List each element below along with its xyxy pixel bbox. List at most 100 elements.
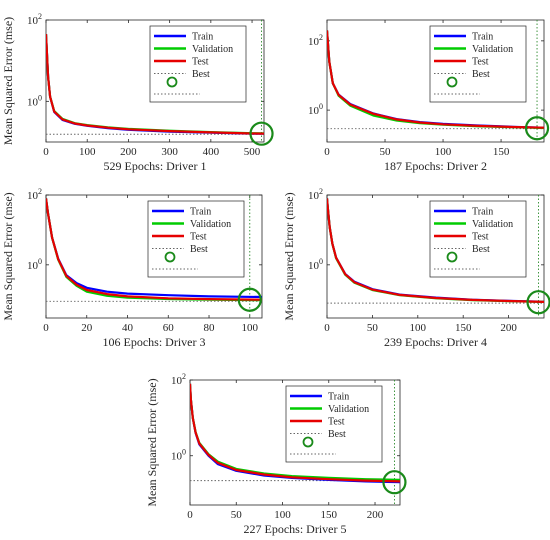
legend-label-train: Train [328, 392, 349, 403]
x-tick-label: 100 [79, 146, 96, 158]
y-axis-label: Mean Squared Error (mse) [1, 192, 15, 320]
legend-label-validation: Validation [190, 219, 231, 230]
x-tick-label: 60 [163, 322, 175, 334]
mse-chart-2: 0 50 100 150 100 102 187 Epochs: Driver 2 Train… [308, 19, 550, 173]
x-tick-label: 150 [493, 146, 510, 158]
mse-chart-4: 0 50 100 150 200 100 102 239 Epochs: Driver 4 Me… [282, 187, 550, 349]
x-axis-label: 227 Epochs: Driver 5 [244, 522, 347, 536]
x-tick-label: 0 [187, 509, 193, 521]
y-tick-label: 102 [27, 12, 42, 27]
x-tick-label: 500 [244, 146, 261, 158]
y-tick-label: 102 [308, 33, 323, 48]
best-marker-circle [382, 470, 407, 495]
curves [327, 20, 544, 142]
x-tick-label: 100 [274, 509, 291, 521]
x-tick-label: 100 [242, 322, 259, 334]
curves [327, 195, 544, 318]
x-tick-label: 100 [435, 146, 452, 158]
legend-label-train: Train [192, 32, 213, 43]
x-tick-label: 200 [500, 322, 517, 334]
legend-label-best: Best [472, 69, 490, 80]
series-line-test [190, 383, 400, 483]
x-axis-label: 239 Epochs: Driver 4 [384, 335, 487, 349]
legend-label-best: Best [472, 244, 490, 255]
x-tick-label: 150 [455, 322, 472, 334]
y-axis-label: Mean Squared Error (mse) [1, 17, 15, 145]
y-tick-label: 102 [171, 372, 186, 387]
legend-best-marker-icon [446, 76, 458, 88]
best-marker-circle [524, 116, 550, 141]
legend-label-validation: Validation [472, 219, 513, 230]
best-marker-circle [237, 287, 262, 312]
legend-label-train: Train [472, 32, 493, 43]
mse-chart-5: 0 50 100 150 200 100 102 227 Epochs: Driver 5 Me… [145, 372, 407, 536]
best-marker-circle [249, 121, 274, 146]
legend-best-marker-icon [446, 251, 458, 263]
curves [46, 195, 262, 318]
y-tick-label: 102 [27, 187, 42, 202]
mse-chart-1: 0 100 200 300 400 500 100 102 529 Epochs: Driver… [1, 12, 274, 173]
x-tick-label: 200 [367, 509, 384, 521]
series-line-test [327, 30, 544, 129]
y-tick-label: 100 [308, 102, 323, 117]
x-tick-label: 40 [122, 322, 134, 334]
x-tick-label: 80 [204, 322, 216, 334]
series-line-test [46, 34, 264, 135]
legend-label-train: Train [472, 207, 493, 218]
curves [46, 20, 264, 142]
x-axis-label: 529 Epochs: Driver 1 [104, 159, 207, 173]
legend-label-test: Test [328, 417, 345, 428]
legend-label-test: Test [472, 57, 489, 68]
y-axis-label: Mean Squared Error (mse) [282, 192, 296, 320]
x-tick-label: 20 [81, 322, 93, 334]
legend-label-best: Best [192, 69, 210, 80]
x-tick-label: 50 [380, 146, 392, 158]
x-axis-label: 187 Epochs: Driver 2 [384, 159, 487, 173]
x-tick-label: 300 [161, 146, 178, 158]
legend-best-marker-icon [164, 251, 176, 263]
legend-label-train: Train [190, 207, 211, 218]
curves [190, 380, 400, 505]
x-tick-label: 0 [324, 322, 330, 334]
mse-chart-3: 0 20 40 60 80 100 100 102 106 Epochs: Driver 3 Me… [1, 187, 263, 349]
legend-label-validation: Validation [328, 404, 369, 415]
legend-box [147, 200, 245, 278]
legend-label-validation: Validation [192, 44, 233, 55]
series-line-test [327, 198, 544, 303]
x-tick-label: 100 [410, 322, 427, 334]
series-line-test [46, 198, 262, 301]
x-tick-label: 150 [321, 509, 338, 521]
legend-label-best: Best [190, 244, 208, 255]
y-tick-label: 102 [308, 187, 323, 202]
legend-box [429, 200, 527, 278]
y-axis-label: Mean Squared Error (mse) [145, 378, 159, 506]
legend-label-test: Test [190, 232, 207, 243]
y-tick-label: 100 [308, 257, 323, 272]
legend-label-validation: Validation [472, 44, 513, 55]
legend-box [149, 25, 247, 103]
x-tick-label: 0 [43, 322, 49, 334]
x-tick-label: 200 [120, 146, 137, 158]
legend-box [285, 385, 383, 463]
x-tick-label: 50 [231, 509, 243, 521]
x-tick-label: 400 [203, 146, 220, 158]
legend-label-test: Test [472, 232, 489, 243]
legend-label-test: Test [192, 57, 209, 68]
y-tick-label: 100 [27, 257, 42, 272]
legend-label-best: Best [328, 429, 346, 440]
legend-best-marker-icon [166, 76, 178, 88]
x-axis-label: 106 Epochs: Driver 3 [103, 335, 206, 349]
x-tick-label: 50 [367, 322, 379, 334]
legend-box [429, 25, 527, 103]
y-tick-label: 100 [171, 448, 186, 463]
x-tick-label: 0 [324, 146, 330, 158]
legend-best-marker-icon [302, 436, 314, 448]
y-tick-label: 100 [27, 93, 42, 108]
x-tick-label: 0 [43, 146, 49, 158]
